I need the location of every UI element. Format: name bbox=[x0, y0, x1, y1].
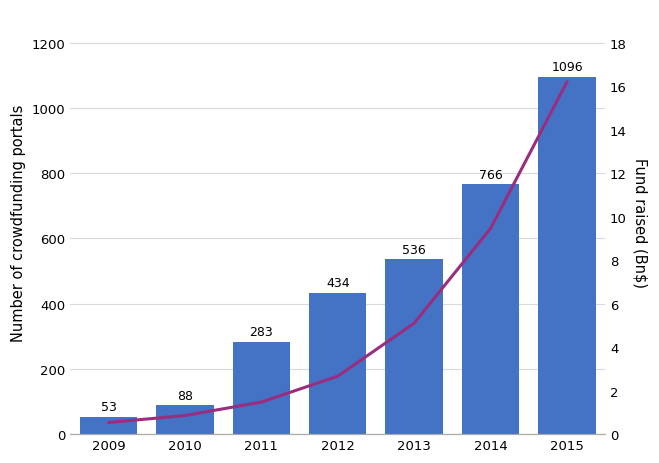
Bar bbox=[538, 77, 596, 434]
Bar bbox=[233, 342, 290, 434]
Text: 434: 434 bbox=[326, 277, 349, 290]
Text: 1096: 1096 bbox=[551, 61, 583, 74]
Text: 88: 88 bbox=[177, 389, 193, 402]
Text: 766: 766 bbox=[478, 169, 502, 181]
Bar bbox=[156, 406, 214, 434]
Y-axis label: Fund raised (Bn$): Fund raised (Bn$) bbox=[633, 158, 648, 288]
Bar bbox=[386, 260, 443, 434]
Bar bbox=[80, 417, 137, 434]
Text: 53: 53 bbox=[101, 400, 117, 413]
Y-axis label: Number of crowdfunding portals: Number of crowdfunding portals bbox=[11, 104, 26, 341]
Bar bbox=[309, 293, 366, 434]
Text: 536: 536 bbox=[402, 244, 426, 257]
Text: 283: 283 bbox=[250, 326, 273, 339]
Bar bbox=[462, 185, 519, 434]
